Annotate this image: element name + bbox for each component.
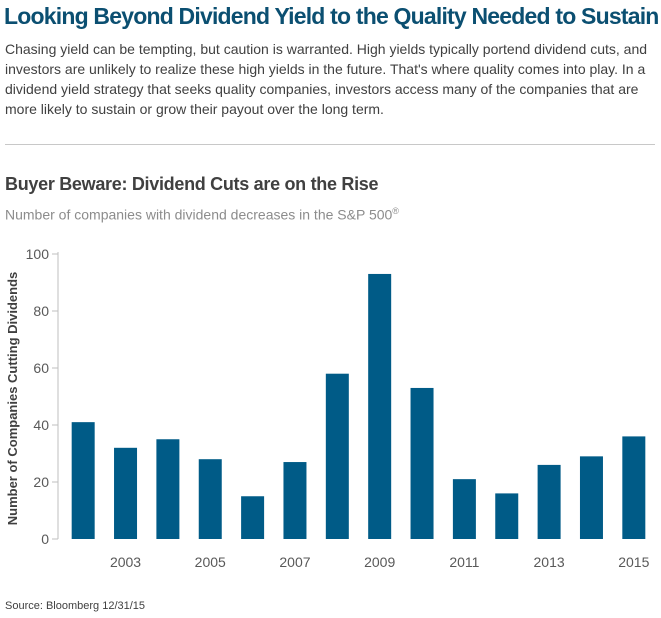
- x-tick-label: 2003: [110, 554, 141, 570]
- registered-mark: ®: [392, 206, 399, 216]
- x-tick-label: 2005: [195, 554, 226, 570]
- bar-2012: [495, 493, 519, 539]
- bar-2010: [410, 387, 434, 539]
- source-note: Source: Bloomberg 12/31/15: [5, 600, 146, 612]
- bar-2004: [156, 439, 180, 539]
- bar-2011: [452, 479, 476, 539]
- intro-paragraph: Chasing yield can be tempting, but cauti…: [5, 41, 648, 117]
- y-tick-label: 60: [33, 360, 49, 376]
- y-tick-label: 20: [33, 474, 49, 490]
- y-tick-label: 40: [33, 417, 49, 433]
- x-tick-label: 2009: [364, 554, 395, 570]
- section-divider: [5, 144, 655, 145]
- bar-2006: [241, 496, 265, 539]
- y-tick-label: 80: [33, 303, 49, 319]
- chart-subtitle: Number of companies with dividend decrea…: [5, 206, 399, 223]
- bar-2014: [579, 456, 603, 539]
- x-tick-label: 2007: [279, 554, 310, 570]
- y-tick-label: 0: [41, 531, 49, 547]
- y-axis-title: Number of Companies Cutting Dividends: [5, 272, 20, 526]
- chart-subtitle-text: Number of companies with dividend decrea…: [5, 206, 393, 223]
- bar-2015: [622, 436, 646, 539]
- bar-2005: [198, 459, 222, 539]
- bar-2013: [537, 464, 561, 539]
- y-tick-label: 100: [26, 246, 50, 262]
- page-title: Looking Beyond Dividend Yield to the Qua…: [4, 3, 661, 29]
- bar-chart: 0 20 40 60 80 100 Number of Companies Cutting …: [5, 246, 650, 570]
- bar-2007: [283, 462, 307, 539]
- bar-2009: [368, 273, 392, 539]
- bar-2008: [325, 373, 349, 539]
- bar-2003: [114, 447, 138, 539]
- bar-2002: [71, 422, 95, 539]
- chart-title: Buyer Beware: Dividend Cuts are on the R…: [5, 174, 379, 194]
- x-tick-label: 2011: [449, 554, 479, 570]
- x-tick-label: 2013: [534, 554, 565, 570]
- x-tick-label: 2015: [618, 554, 649, 570]
